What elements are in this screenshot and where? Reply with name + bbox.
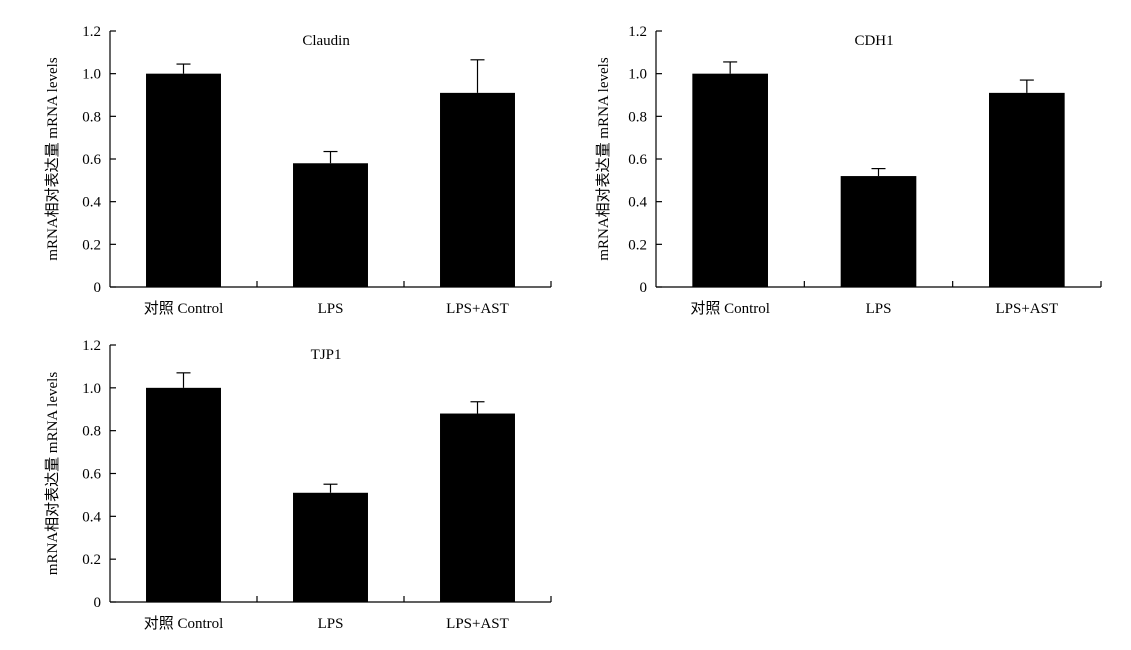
chart-title: CDH1 [854, 33, 893, 49]
category-label: LPS [318, 301, 344, 317]
bar-tjp1-1 [146, 387, 221, 602]
y-tick-label: 1.0 [628, 67, 647, 83]
y-tick-label: 1.0 [82, 381, 101, 397]
bar-tjp1-3 [440, 413, 515, 602]
y-tick-label: 0.8 [82, 109, 101, 125]
y-tick-label: 0.8 [82, 424, 101, 440]
category-label: LPS+AST [446, 301, 509, 317]
bar-cdh1-1 [692, 73, 768, 288]
y-tick-label: 0.8 [628, 109, 647, 125]
y-axis-label: mRNA相对表达量 mRNA levels [44, 57, 61, 260]
chart-title: TJP1 [311, 347, 342, 363]
bar-cdh1-2 [840, 176, 917, 287]
y-tick-label: 0.6 [628, 152, 647, 168]
y-tick-label: 0.2 [82, 237, 101, 253]
category-label: LPS+AST [446, 616, 509, 632]
chart-title: Claudin [302, 33, 350, 49]
chart-panel-claudin: 0 0.2 0.4 0.6 0.8 1.0 1.2 对照 Control LPS LPS+AST C… [44, 24, 552, 317]
category-label: 对照 Control [144, 300, 224, 317]
y-tick-label: 0.4 [628, 195, 647, 211]
y-tick-label: 0 [94, 595, 102, 611]
y-tick-label: 0.4 [82, 195, 101, 211]
y-axis-label: mRNA相对表达量 mRNA levels [44, 372, 61, 575]
y-tick-label: 0.2 [628, 237, 647, 253]
bar-claudin-1 [146, 73, 221, 288]
y-tick-label: 0.4 [82, 509, 101, 525]
category-label: 对照 Control [144, 615, 224, 632]
chart-panel-cdh1: 0 0.2 0.4 0.6 0.8 1.0 1.2 对照 Control LPS LPS+AST C… [595, 24, 1102, 317]
category-label: LPS+AST [996, 301, 1059, 317]
y-tick-label: 1.2 [82, 338, 101, 354]
category-label: LPS [318, 616, 344, 632]
y-tick-label: 0 [640, 280, 648, 296]
bar-claudin-2 [293, 163, 368, 287]
category-label: LPS [866, 301, 892, 317]
y-tick-label: 0.6 [82, 467, 101, 483]
bar-cdh1-3 [989, 92, 1065, 287]
chart-panel-tjp1: 0 0.2 0.4 0.6 0.8 1.0 1.2 对照 Control LPS LPS+AST T… [44, 338, 552, 632]
y-tick-label: 0.6 [82, 152, 101, 168]
y-tick-label: 1.2 [628, 24, 647, 40]
y-tick-label: 1.0 [82, 67, 101, 83]
category-label: 对照 Control [690, 300, 770, 317]
y-tick-label: 0 [94, 280, 102, 296]
y-axis-label: mRNA相对表达量 mRNA levels [595, 57, 612, 260]
bar-tjp1-2 [293, 492, 368, 602]
y-tick-label: 0.2 [82, 552, 101, 568]
bar-claudin-3 [440, 92, 515, 287]
y-tick-label: 1.2 [82, 24, 101, 40]
